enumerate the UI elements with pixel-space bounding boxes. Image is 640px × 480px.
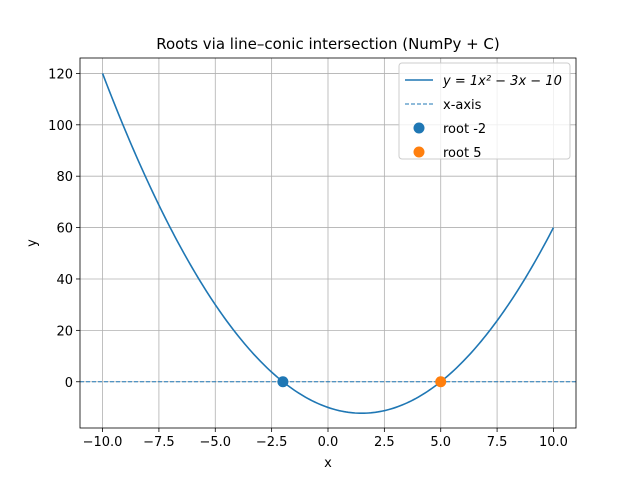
legend-label: y = 1x² − 3x − 10 xyxy=(442,74,562,89)
legend-label: root 5 xyxy=(443,146,481,161)
x-tick-label: 2.5 xyxy=(374,435,395,450)
root-point xyxy=(435,376,447,388)
y-tick-label: 120 xyxy=(48,67,73,82)
y-tick-label: 20 xyxy=(56,324,73,339)
x-tick-label: −10.0 xyxy=(83,435,123,450)
series-curve xyxy=(101,73,555,415)
x-tick-label: 7.5 xyxy=(487,435,508,450)
legend-swatch xyxy=(413,122,425,134)
x-tick-label: 10.0 xyxy=(539,435,568,450)
chart-title: Roots via line–conic intersection (NumPy… xyxy=(156,35,500,53)
y-tick-label: 40 xyxy=(56,273,73,288)
x-tick-label: 0.0 xyxy=(318,435,339,450)
x-tick-label: −2.5 xyxy=(256,435,288,450)
legend-swatch xyxy=(413,146,425,158)
legend-label: x-axis xyxy=(443,98,482,113)
plot-data xyxy=(80,73,576,415)
x-tick-label: 5.0 xyxy=(430,435,451,450)
legend-label: root -2 xyxy=(443,122,486,137)
legend-box xyxy=(398,62,571,160)
x-tick-label: −7.5 xyxy=(143,435,175,450)
legend: y = 1x² − 3x − 10 x-axis root -2 root 5 xyxy=(398,62,571,161)
x-axis-label: x xyxy=(324,456,332,471)
axis-ticks: −10.0 −7.5 −5.0 −2.5 0.0 2.5 5.0 7.5 10.0 0 20 40 60… xyxy=(48,67,568,450)
y-tick-label: 100 xyxy=(48,119,73,134)
y-tick-label: 0 xyxy=(65,376,73,391)
y-tick-label: 80 xyxy=(56,170,73,185)
y-tick-label: 60 xyxy=(56,222,73,237)
root-point xyxy=(277,376,289,388)
y-axis-label: y xyxy=(25,239,40,247)
x-tick-label: −5.0 xyxy=(199,435,231,450)
